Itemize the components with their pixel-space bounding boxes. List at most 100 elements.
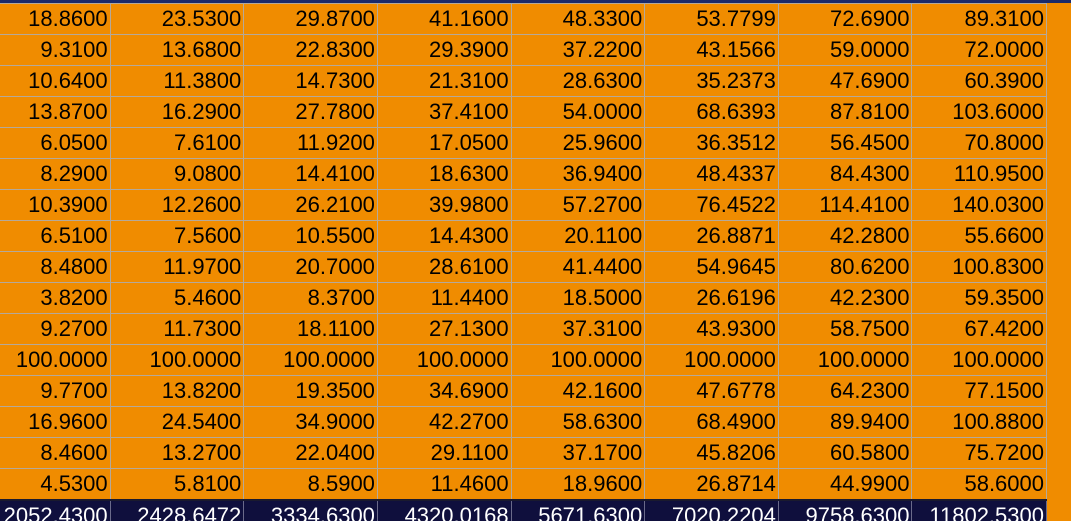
cell[interactable]: 5.4600 [109,282,245,314]
cell[interactable]: 19.3500 [243,375,378,407]
cell[interactable]: 14.4300 [376,220,512,252]
cell[interactable]: 58.7500 [777,313,913,345]
cell[interactable]: 20.7000 [243,251,378,283]
cell[interactable]: 26.6196 [644,282,779,314]
cell[interactable]: 29.3900 [376,34,512,66]
cell[interactable]: 41.1600 [376,3,512,35]
cell[interactable]: 44.9900 [777,468,913,501]
cell[interactable]: 27.7800 [243,96,378,128]
cell[interactable]: 14.7300 [243,65,378,97]
cell[interactable]: 59.0000 [777,34,913,66]
cell[interactable]: 37.3100 [510,313,646,345]
cell[interactable]: 68.4900 [644,406,779,438]
cell[interactable]: 53.7799 [644,3,779,35]
cell[interactable]: 34.6900 [376,375,512,407]
cell[interactable]: 114.4100 [777,189,913,221]
cell[interactable]: 10.3900 [0,189,111,221]
cell[interactable]: 11.4400 [376,282,512,314]
cell[interactable]: 100.0000 [644,344,779,376]
cell[interactable]: 10.6400 [0,65,111,97]
cell[interactable]: 13.8200 [109,375,245,407]
cell[interactable]: 89.3100 [911,3,1047,35]
cell[interactable]: 42.2300 [777,282,913,314]
cell[interactable]: 42.1600 [510,375,646,407]
cell[interactable]: 48.4337 [644,158,779,190]
total-cell[interactable]: 9758.6300 [777,499,913,521]
cell[interactable]: 64.2300 [777,375,913,407]
cell[interactable]: 8.2900 [0,158,111,190]
cell[interactable]: 18.1100 [243,313,378,345]
cell[interactable]: 84.4300 [777,158,913,190]
cell[interactable]: 55.6600 [911,220,1047,252]
cell[interactable]: 87.8100 [777,96,913,128]
cell[interactable]: 58.6300 [510,406,646,438]
cell[interactable]: 8.3700 [243,282,378,314]
cell[interactable]: 21.3100 [376,65,512,97]
cell[interactable]: 18.9600 [510,468,646,501]
cell[interactable]: 9.7700 [0,375,111,407]
cell[interactable]: 100.0000 [376,344,512,376]
cell[interactable]: 100.0000 [109,344,245,376]
cell[interactable]: 77.1500 [911,375,1047,407]
cell[interactable]: 16.9600 [0,406,111,438]
cell[interactable]: 4.5300 [0,468,111,501]
cell[interactable]: 16.2900 [109,96,245,128]
cell[interactable]: 35.2373 [644,65,779,97]
cell[interactable]: 18.8600 [0,3,111,35]
cell[interactable]: 25.9600 [510,127,646,159]
cell[interactable]: 37.2200 [510,34,646,66]
cell[interactable]: 10.5500 [243,220,378,252]
cell[interactable]: 17.0500 [376,127,512,159]
cell[interactable]: 13.6800 [109,34,245,66]
cell[interactable]: 28.6100 [376,251,512,283]
cell[interactable]: 8.5900 [243,468,378,501]
cell[interactable]: 37.4100 [376,96,512,128]
cell[interactable]: 48.3300 [510,3,646,35]
cell[interactable]: 5.8100 [109,468,245,501]
total-cell[interactable]: 2428.6472 [109,499,245,521]
cell[interactable]: 41.4400 [510,251,646,283]
cell[interactable]: 26.8714 [644,468,779,501]
cell[interactable]: 37.1700 [510,437,646,469]
total-cell[interactable]: 7020.2204 [644,499,779,521]
cell[interactable]: 28.6300 [510,65,646,97]
cell[interactable]: 9.3100 [0,34,111,66]
cell[interactable]: 9.0800 [109,158,245,190]
cell[interactable]: 43.1566 [644,34,779,66]
cell[interactable]: 100.0000 [0,344,111,376]
cell[interactable]: 60.3900 [911,65,1047,97]
cell[interactable]: 72.0000 [911,34,1047,66]
cell[interactable]: 11.7300 [109,313,245,345]
cell[interactable]: 11.4600 [376,468,512,501]
cell[interactable]: 6.0500 [0,127,111,159]
cell[interactable]: 7.6100 [109,127,245,159]
cell[interactable]: 100.8300 [911,251,1047,283]
cell[interactable]: 70.8000 [911,127,1047,159]
cell[interactable]: 54.0000 [510,96,646,128]
cell[interactable]: 54.9645 [644,251,779,283]
cell[interactable]: 39.9800 [376,189,512,221]
cell[interactable]: 8.4800 [0,251,111,283]
total-cell[interactable]: 11802.5300 [911,499,1047,521]
total-cell[interactable]: 3334.6300 [243,499,378,521]
cell[interactable]: 67.4200 [911,313,1047,345]
cell[interactable]: 56.4500 [777,127,913,159]
cell[interactable]: 36.3512 [644,127,779,159]
cell[interactable]: 26.8871 [644,220,779,252]
cell[interactable]: 14.4100 [243,158,378,190]
cell[interactable]: 9.2700 [0,313,111,345]
cell[interactable]: 6.5100 [0,220,111,252]
cell[interactable]: 47.6900 [777,65,913,97]
cell[interactable]: 27.1300 [376,313,512,345]
total-cell[interactable]: 5671.6300 [510,499,646,521]
cell[interactable]: 103.6000 [911,96,1047,128]
cell[interactable]: 57.2700 [510,189,646,221]
cell[interactable]: 68.6393 [644,96,779,128]
cell[interactable]: 80.6200 [777,251,913,283]
cell[interactable]: 58.6000 [911,468,1047,501]
cell[interactable]: 76.4522 [644,189,779,221]
cell[interactable]: 12.2600 [109,189,245,221]
cell[interactable]: 7.5600 [109,220,245,252]
cell[interactable]: 8.4600 [0,437,111,469]
cell[interactable]: 23.5300 [109,3,245,35]
